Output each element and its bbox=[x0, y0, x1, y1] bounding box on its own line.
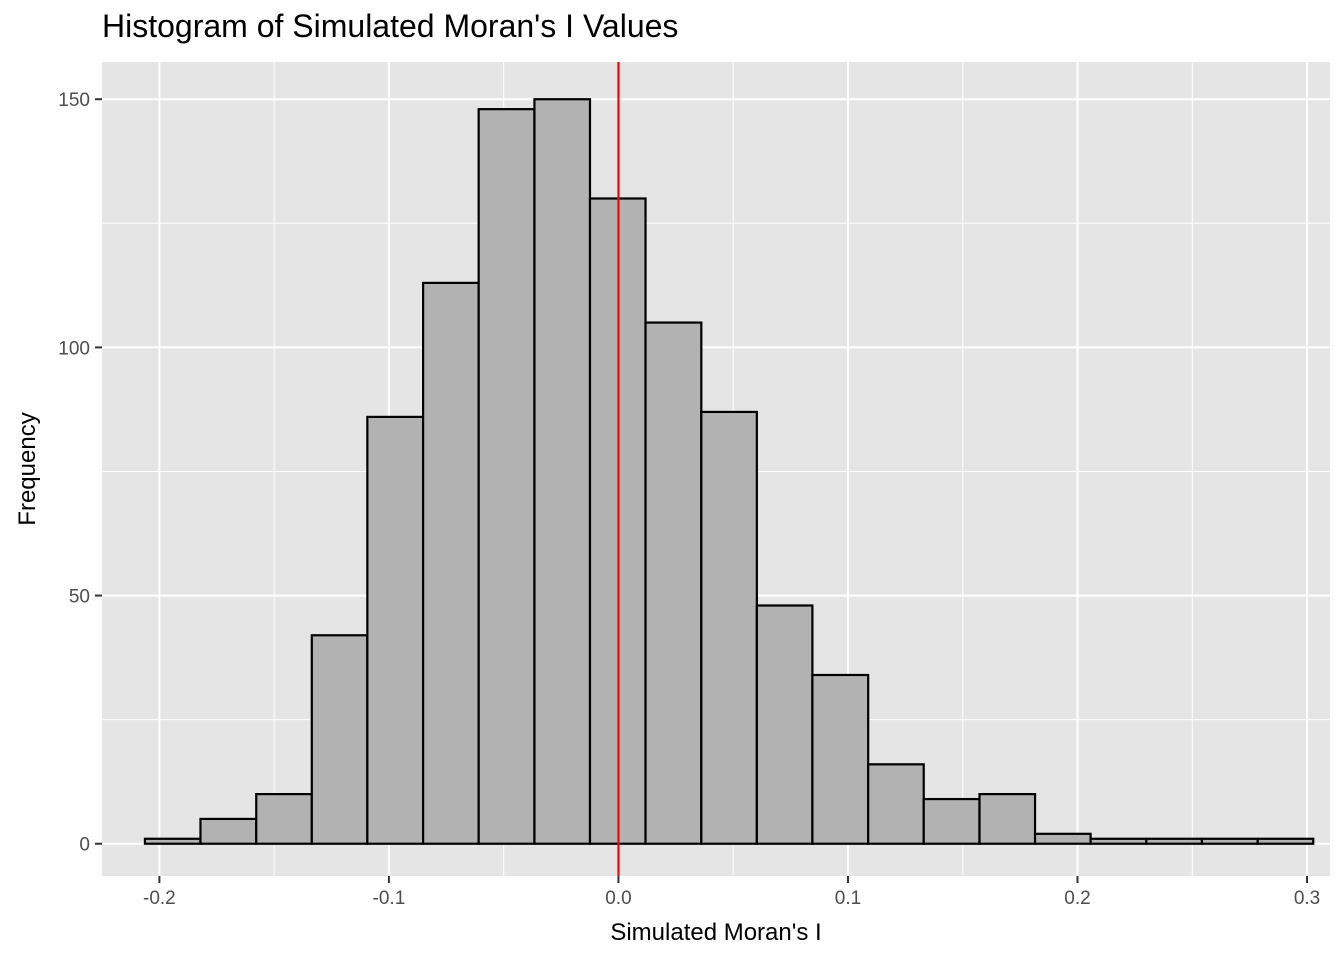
histogram-bar bbox=[366, 415, 425, 845]
histogram-bar bbox=[1145, 837, 1204, 845]
histogram-bar bbox=[811, 673, 870, 845]
y-axis-title: Frequency bbox=[14, 412, 41, 525]
histogram-bar bbox=[310, 634, 369, 845]
chart-title: Histogram of Simulated Moran's I Values bbox=[102, 8, 679, 44]
histogram-bar bbox=[978, 793, 1037, 845]
histogram-bar bbox=[700, 410, 758, 845]
histogram-bar bbox=[1256, 837, 1315, 845]
histogram-bar bbox=[644, 321, 703, 845]
histogram-bar bbox=[1089, 837, 1148, 845]
histogram-bar bbox=[533, 98, 592, 845]
y-tick-label: 50 bbox=[69, 587, 90, 608]
x-tick-label: 0.3 bbox=[1294, 888, 1320, 909]
histogram-bar bbox=[922, 797, 981, 845]
x-tick-label: 0.0 bbox=[605, 888, 631, 909]
x-tick-label: 0.2 bbox=[1064, 888, 1090, 909]
x-axis-title: Simulated Moran's I bbox=[610, 919, 821, 946]
x-tick-label: 0.1 bbox=[835, 888, 861, 909]
histogram-bar bbox=[422, 281, 480, 845]
x-tick-label: -0.2 bbox=[143, 888, 176, 909]
y-tick-label: 100 bbox=[58, 338, 90, 359]
y-tick-label: 150 bbox=[58, 90, 90, 111]
x-axis: -0.2 -0.1 0.0 0.1 0.2 0.3 bbox=[143, 876, 1320, 909]
histogram-bar bbox=[1033, 832, 1092, 845]
histogram-bar bbox=[255, 793, 313, 845]
x-tick-label: -0.1 bbox=[373, 888, 406, 909]
histogram-bar bbox=[867, 763, 925, 845]
histogram-bar bbox=[199, 817, 258, 845]
histogram-bar bbox=[477, 108, 536, 845]
y-tick-label: 0 bbox=[79, 835, 90, 856]
histogram-bar bbox=[1200, 837, 1259, 845]
y-axis: 0 50 100 150 bbox=[58, 90, 102, 856]
histogram-bar bbox=[755, 604, 814, 845]
histogram-bar bbox=[143, 837, 202, 845]
